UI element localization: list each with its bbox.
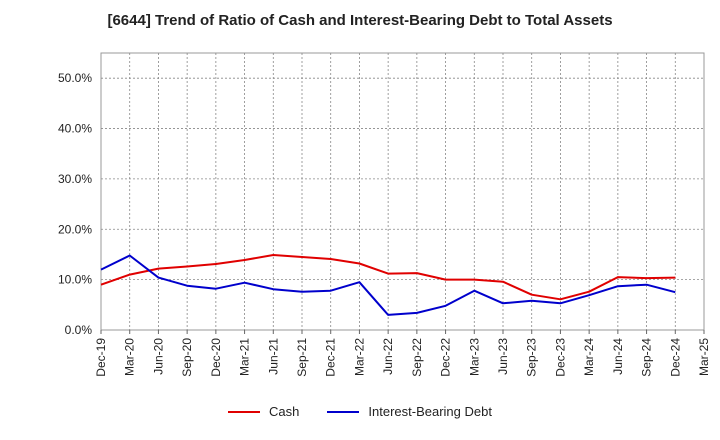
- cash-series-line: [100, 254, 676, 301]
- x-tick-label: Sep-22: [410, 338, 424, 377]
- y-tick-label: 30.0%: [58, 172, 92, 186]
- x-tick-label: Jun-23: [496, 338, 510, 375]
- x-tick-label: Sep-24: [640, 338, 654, 377]
- x-tick-label: Dec-20: [209, 338, 223, 377]
- legend-item-cash: Cash: [228, 404, 299, 419]
- x-tick-label: Jun-24: [611, 338, 625, 375]
- legend-label-debt: Interest-Bearing Debt: [368, 404, 492, 419]
- legend-swatch-cash: [228, 410, 261, 413]
- chart-title: [6644] Trend of Ratio of Cash and Intere…: [107, 12, 613, 29]
- x-tick-label: Mar-20: [123, 338, 137, 376]
- x-tick-label: Dec-24: [668, 338, 682, 377]
- y-tick-label: 0.0%: [65, 323, 93, 337]
- x-tick-label: Jun-20: [151, 338, 165, 375]
- y-tick-label: 50.0%: [58, 71, 92, 85]
- legend-label-cash: Cash: [269, 404, 300, 419]
- x-tick-label: Sep-23: [525, 338, 539, 377]
- x-tick-label: Sep-21: [295, 338, 309, 377]
- legend: Cash Interest-Bearing Debt: [0, 404, 720, 419]
- y-tick-label: 40.0%: [58, 122, 92, 136]
- x-tick-label: Mar-22: [352, 338, 366, 376]
- y-tick-label: 20.0%: [58, 222, 92, 236]
- x-tick-label: Jun-21: [266, 338, 280, 375]
- x-tick-label: Mar-24: [582, 338, 596, 376]
- legend-item-debt: Interest-Bearing Debt: [327, 404, 492, 419]
- x-tick-label: Mar-21: [238, 338, 252, 376]
- x-tick-label: Jun-22: [381, 338, 395, 375]
- legend-swatch-debt: [327, 410, 360, 413]
- x-tick-label: Dec-21: [324, 338, 338, 377]
- debt-series-line: [100, 254, 676, 316]
- x-tick-label: Dec-19: [94, 338, 108, 377]
- x-tick-label: Dec-23: [553, 338, 567, 377]
- y-tick-label: 10.0%: [58, 273, 92, 287]
- x-tick-label: Dec-22: [439, 338, 453, 377]
- x-tick-label: Sep-20: [180, 338, 194, 377]
- x-tick-label: Mar-25: [697, 338, 711, 376]
- x-tick-label: Mar-23: [467, 338, 481, 376]
